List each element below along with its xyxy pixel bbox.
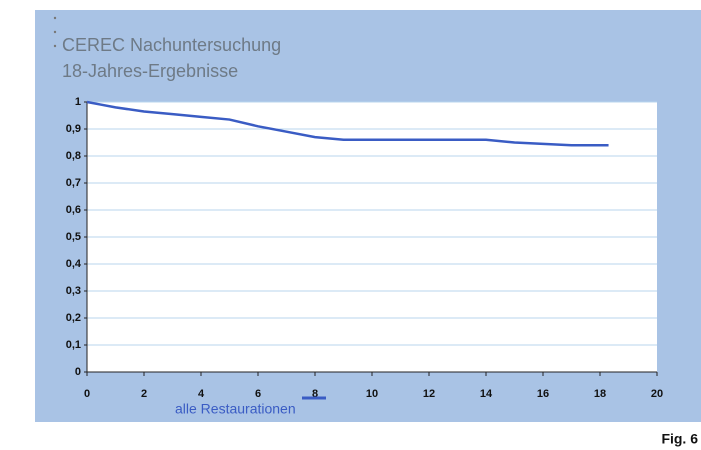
y-tick-label: 0,5	[66, 231, 81, 243]
x-tick-label: 10	[366, 388, 378, 400]
y-tick-label: 0,2	[66, 312, 81, 324]
y-tick-label: 1	[75, 96, 81, 108]
y-tick-label: 0	[75, 366, 81, 378]
y-tick-label: 0,1	[66, 339, 81, 351]
chart-subtitle: 18-Jahres-Ergebnisse	[62, 61, 238, 81]
y-tick-label: 0,6	[66, 204, 81, 216]
decoration	[53, 30, 57, 34]
y-tick-label: 0,4	[66, 258, 82, 270]
x-tick-label: 16	[537, 388, 549, 400]
x-tick-label: 18	[594, 388, 606, 400]
x-tick-label: 0	[84, 388, 90, 400]
x-tick-label: 12	[423, 388, 435, 400]
y-tick-label: 0,8	[66, 150, 81, 162]
decoration	[53, 16, 57, 20]
x-tick-label: 4	[198, 388, 205, 400]
legend-label: alle Restaurationen	[175, 401, 296, 417]
decoration	[53, 44, 57, 48]
y-tick-label: 0,7	[66, 177, 81, 189]
figure-label: Fig. 6	[661, 431, 698, 447]
chart-title: CEREC Nachuntersuchung	[62, 35, 281, 55]
y-tick-label: 0,9	[66, 123, 81, 135]
y-tick-label: 0,3	[66, 285, 81, 297]
x-tick-label: 14	[480, 388, 493, 400]
x-tick-label: 20	[651, 388, 663, 400]
line-series	[86, 100, 609, 147]
x-tick-label: 2	[141, 388, 147, 400]
x-tick-label: 8	[312, 388, 318, 400]
x-tick-label: 6	[255, 388, 261, 400]
